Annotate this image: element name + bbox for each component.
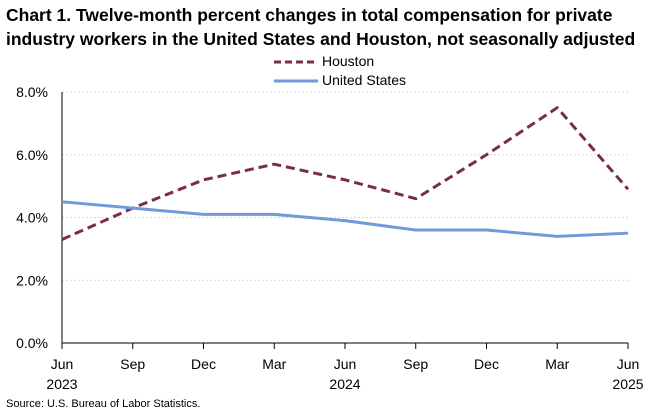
source-note: Source: U.S. Bureau of Labor Statistics. xyxy=(6,398,201,410)
x-tick-label: Sep xyxy=(403,356,428,372)
y-tick-label: 6.0% xyxy=(16,147,48,163)
x-tick-label: Jun xyxy=(617,356,640,372)
series-line-united-states xyxy=(61,200,629,238)
y-tick-label: 2.0% xyxy=(16,272,48,288)
legend-swatch-united-states xyxy=(274,79,318,82)
legend-item-united-states: United States xyxy=(272,71,406,90)
x-tick-label: Sep xyxy=(120,356,145,372)
chart-legend: Houston United States xyxy=(272,52,406,90)
chart-title: Chart 1. Twelve-month percent changes in… xyxy=(6,3,666,51)
chart-title-line2: industry workers in the United States an… xyxy=(6,29,636,49)
legend-label-united-states: United States xyxy=(322,72,407,88)
chart-title-line1: Chart 1. Twelve-month percent changes in… xyxy=(6,5,613,25)
legend-label-houston: Houston xyxy=(322,53,375,69)
x-year-label: 2025 xyxy=(612,376,643,392)
y-tick-label: 0.0% xyxy=(16,335,48,351)
legend-item-houston: Houston xyxy=(272,52,406,71)
x-tick-label: Mar xyxy=(545,356,569,372)
x-tick-label: Dec xyxy=(474,356,499,372)
x-year-label: 2024 xyxy=(329,376,360,392)
y-tick-label: 8.0% xyxy=(16,84,48,100)
x-tick-label: Jun xyxy=(334,356,357,372)
x-tick-label: Dec xyxy=(191,356,216,372)
x-year-label: 2023 xyxy=(46,376,77,392)
x-tick-label: Mar xyxy=(262,356,286,372)
x-tick-label: Jun xyxy=(51,356,74,372)
y-tick-label: 4.0% xyxy=(16,210,48,226)
legend-swatch-houston xyxy=(274,60,318,63)
